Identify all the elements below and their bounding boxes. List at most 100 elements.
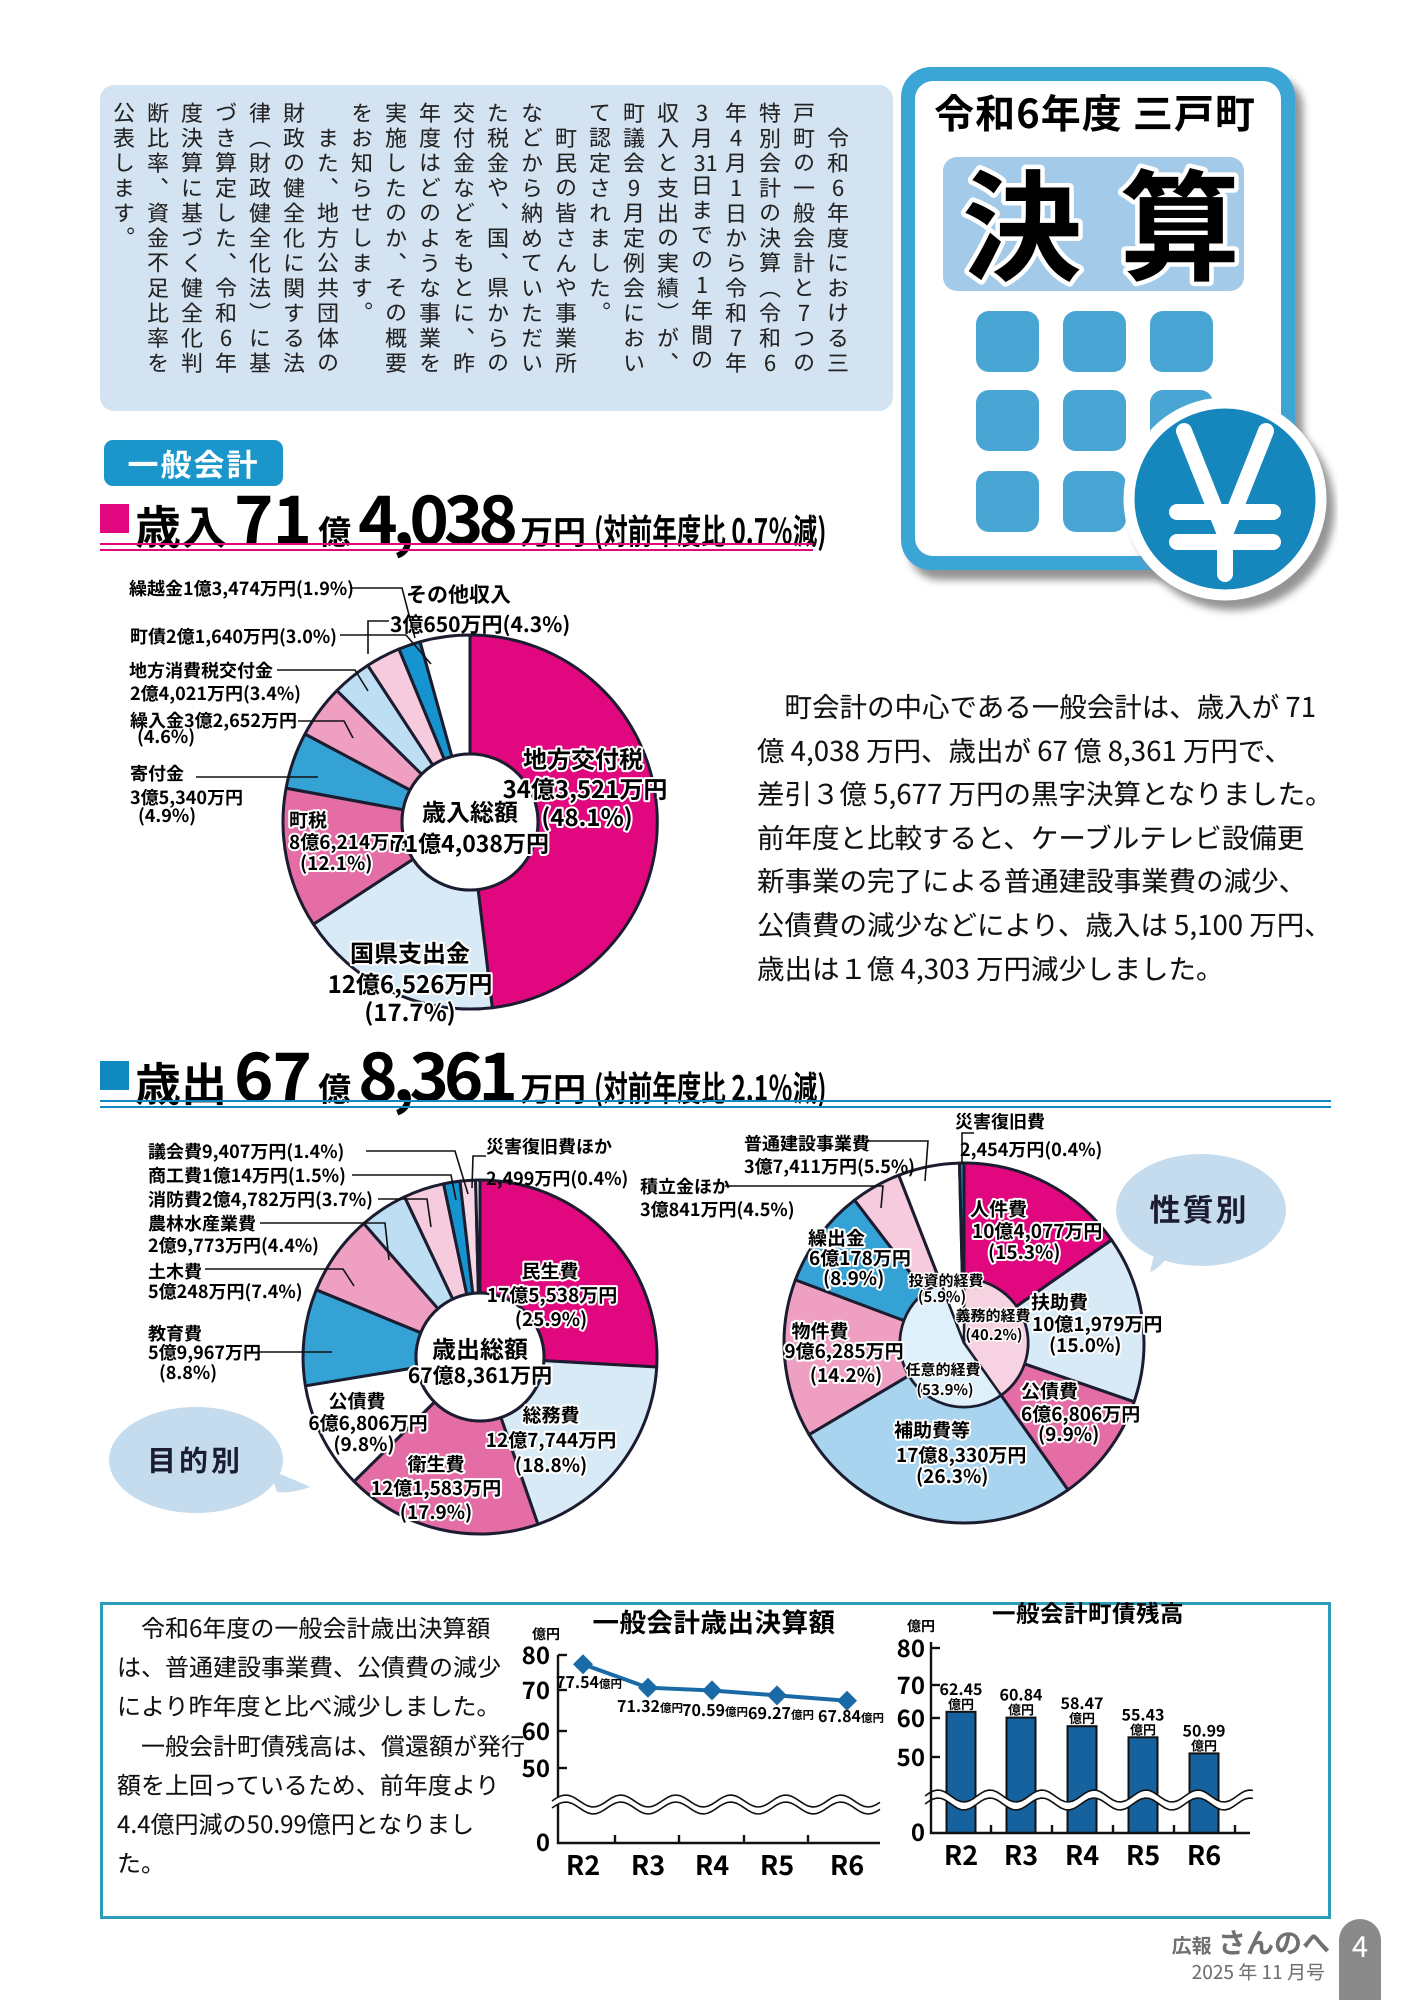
svg-text:6億178万円: 6億178万円 <box>809 1244 911 1271</box>
svg-text:(12.1%): (12.1%) <box>300 849 372 876</box>
svg-text:公債費: 公債費 <box>1021 1377 1078 1404</box>
svg-text:2,499万円(0.4%): 2,499万円(0.4%) <box>486 1165 628 1191</box>
svg-text:(17.7%): (17.7%) <box>364 993 456 1028</box>
svg-text:一般会計町債残高: 一般会計町債残高 <box>992 1598 1184 1629</box>
svg-text:億円: 億円 <box>907 1616 935 1636</box>
svg-text:寄付金: 寄付金 <box>130 760 184 786</box>
svg-text:80: 80 <box>522 1636 550 1671</box>
svg-text:億円: 億円 <box>1130 1719 1156 1738</box>
svg-text:(14.2%): (14.2%) <box>810 1361 882 1388</box>
svg-text:(53.9%): (53.9%) <box>916 1379 973 1400</box>
svg-text:R3: R3 <box>631 1844 665 1883</box>
svg-text:(48.1%): (48.1%) <box>541 798 633 833</box>
svg-text:一般会計歳出決算額: 一般会計歳出決算額 <box>593 1603 836 1640</box>
svg-text:60: 60 <box>897 1699 925 1734</box>
svg-text:0: 0 <box>536 1823 550 1858</box>
svg-text:3億650万円(4.3%): 3億650万円(4.3%) <box>390 609 570 639</box>
svg-text:億円: 億円 <box>1069 1708 1095 1727</box>
svg-text:R4: R4 <box>695 1844 729 1883</box>
svg-text:(9.9%): (9.9%) <box>1038 1420 1099 1447</box>
svg-text:12億6,526万円: 12億6,526万円 <box>328 965 493 1000</box>
svg-text:2億4,021万円(3.4%): 2億4,021万円(3.4%) <box>130 680 301 706</box>
svg-text:町債2億1,640万円(3.0%): 町債2億1,640万円(3.0%) <box>130 623 337 649</box>
svg-text:(9.8%): (9.8%) <box>333 1430 394 1457</box>
svg-text:17億8,330万円: 17億8,330万円 <box>896 1441 1026 1468</box>
svg-text:R6: R6 <box>830 1844 864 1883</box>
svg-text:80: 80 <box>897 1629 925 1664</box>
svg-text:任意的経費: 任意的経費 <box>905 1359 980 1380</box>
svg-text:総務費: 総務費 <box>522 1401 579 1428</box>
svg-text:補助費等: 補助費等 <box>894 1416 970 1443</box>
svg-text:(15.3%): (15.3%) <box>988 1238 1060 1265</box>
svg-text:決: 決 <box>962 132 1082 306</box>
svg-text:災害復旧費ほか: 災害復旧費ほか <box>486 1133 612 1159</box>
svg-text:12億7,744万円: 12億7,744万円 <box>486 1426 616 1453</box>
svg-text:R6: R6 <box>1187 1834 1221 1873</box>
svg-text:8億6,214万円: 8億6,214万円 <box>289 828 408 855</box>
svg-text:2,454万円(0.4%): 2,454万円(0.4%) <box>960 1136 1102 1162</box>
svg-text:R2: R2 <box>566 1844 600 1883</box>
svg-text:69.27億円: 69.27億円 <box>748 1700 814 1724</box>
svg-text:(15.0%): (15.0%) <box>1049 1331 1121 1358</box>
svg-text:67.84億円: 67.84億円 <box>818 1703 884 1727</box>
svg-text:71.32億円: 71.32億円 <box>617 1693 683 1717</box>
svg-text:R4: R4 <box>1065 1834 1099 1873</box>
svg-text:12億1,583万円: 12億1,583万円 <box>371 1474 501 1501</box>
svg-text:55.43: 55.43 <box>1122 1701 1165 1725</box>
svg-text:投資的経費: 投資的経費 <box>908 1270 983 1291</box>
svg-text:目的別: 目的別 <box>147 1438 243 1480</box>
svg-text:6億6,806万円: 6億6,806万円 <box>308 1409 427 1436</box>
svg-text:(4.6%): (4.6%) <box>137 723 195 749</box>
svg-text:積立金ほか: 積立金ほか <box>640 1173 730 1199</box>
svg-text:(8.8%): (8.8%) <box>159 1359 217 1385</box>
svg-text:60.84: 60.84 <box>1000 1682 1043 1706</box>
svg-text:60: 60 <box>522 1712 550 1747</box>
svg-text:5億248万円(7.4%): 5億248万円(7.4%) <box>148 1278 303 1304</box>
svg-text:繰入金3億2,652万円: 繰入金3億2,652万円 <box>130 707 297 733</box>
svg-text:地方交付税: 地方交付税 <box>523 740 643 775</box>
svg-text:物件費: 物件費 <box>791 1317 848 1344</box>
svg-text:62.45: 62.45 <box>940 1676 983 1700</box>
svg-text:災害復旧費: 災害復旧費 <box>955 1108 1045 1134</box>
svg-text:歳入総額: 歳入総額 <box>422 793 518 828</box>
svg-text:衛生費: 衛生費 <box>407 1450 464 1477</box>
svg-text:34億3,521万円: 34億3,521万円 <box>503 770 668 805</box>
svg-text:歳出総額: 歳出総額 <box>432 1330 528 1365</box>
svg-text:義務的経費: 義務的経費 <box>955 1305 1030 1326</box>
svg-text:77.54億円: 77.54億円 <box>556 1669 622 1693</box>
svg-text:5億9,967万円: 5億9,967万円 <box>148 1339 261 1365</box>
svg-text:地方消費税交付金: 地方消費税交付金 <box>129 657 273 683</box>
svg-text:教育費: 教育費 <box>148 1320 202 1346</box>
svg-text:70.59億円: 70.59億円 <box>682 1697 748 1721</box>
svg-text:議会費9,407万円(1.4%): 議会費9,407万円(1.4%) <box>148 1138 344 1164</box>
svg-text:6億6,806万円: 6億6,806万円 <box>1021 1400 1140 1427</box>
svg-text:算: 算 <box>1120 132 1240 306</box>
svg-text:繰出金: 繰出金 <box>808 1224 865 1251</box>
svg-text:農林水産業費: 農林水産業費 <box>148 1210 256 1236</box>
svg-text:3億7,411万円(5.5%): 3億7,411万円(5.5%) <box>744 1153 915 1179</box>
svg-text:商工費1億14万円(1.5%): 商工費1億14万円(1.5%) <box>148 1162 346 1188</box>
svg-text:10億1,979万円: 10億1,979万円 <box>1032 1310 1162 1337</box>
svg-text:(5.9%): (5.9%) <box>918 1286 966 1307</box>
svg-text:性質別: 性質別 <box>1150 1185 1249 1230</box>
svg-text:国県支出金: 国県支出金 <box>350 934 470 969</box>
svg-text:普通建設事業費: 普通建設事業費 <box>744 1130 870 1156</box>
svg-text:R5: R5 <box>1126 1834 1160 1873</box>
svg-text:令和6年度 三戸町: 令和6年度 三戸町 <box>934 82 1256 140</box>
svg-text:公債費: 公債費 <box>328 1387 385 1414</box>
svg-text:17億5,538万円: 17億5,538万円 <box>487 1281 617 1308</box>
svg-text:3億5,340万円: 3億5,340万円 <box>130 784 243 810</box>
svg-text:9億6,285万円: 9億6,285万円 <box>784 1337 903 1364</box>
svg-text:町税: 町税 <box>289 806 327 833</box>
svg-text:(18.8%): (18.8%) <box>515 1451 587 1478</box>
svg-text:繰越金1億3,474万円(1.9%): 繰越金1億3,474万円(1.9%) <box>129 575 354 601</box>
svg-text:その他収入: その他収入 <box>406 579 511 609</box>
svg-text:0: 0 <box>911 1813 925 1848</box>
svg-text:億円: 億円 <box>532 1624 560 1644</box>
svg-text:億円: 億円 <box>948 1694 974 1713</box>
svg-text:R3: R3 <box>1004 1834 1038 1873</box>
svg-text:(8.9%): (8.9%) <box>823 1264 884 1291</box>
svg-text:71億4,038万円: 71億4,038万円 <box>391 825 549 859</box>
svg-text:R5: R5 <box>760 1844 794 1883</box>
svg-text:扶助費: 扶助費 <box>1031 1288 1088 1315</box>
